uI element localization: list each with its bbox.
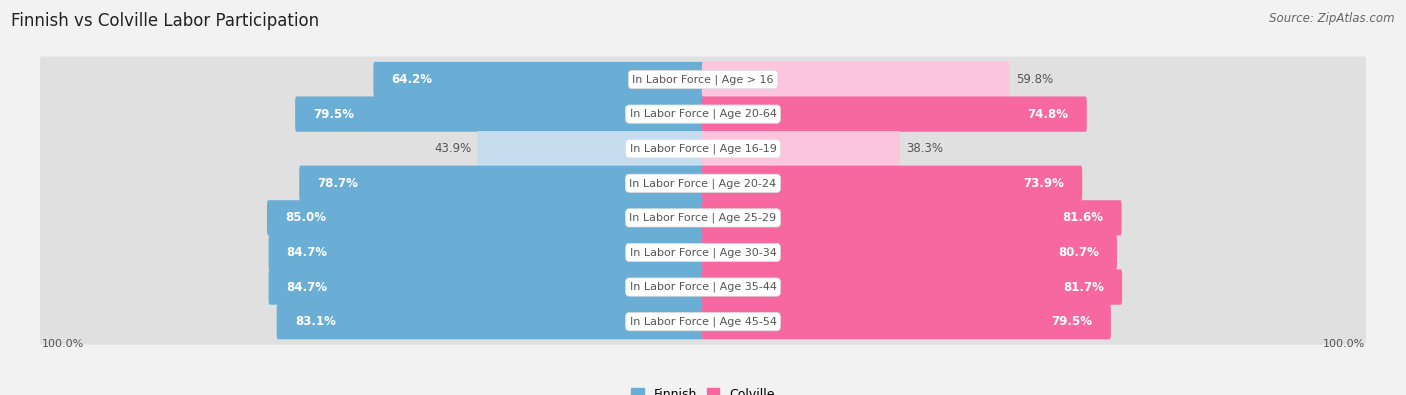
Text: In Labor Force | Age 35-44: In Labor Force | Age 35-44	[630, 282, 776, 292]
Text: 84.7%: 84.7%	[287, 246, 328, 259]
Text: 100.0%: 100.0%	[41, 339, 83, 349]
FancyBboxPatch shape	[267, 200, 704, 235]
Text: In Labor Force | Age 25-29: In Labor Force | Age 25-29	[630, 213, 776, 223]
Text: 79.5%: 79.5%	[1052, 315, 1092, 328]
FancyBboxPatch shape	[702, 269, 1122, 305]
FancyBboxPatch shape	[39, 264, 1367, 310]
FancyBboxPatch shape	[702, 304, 1111, 339]
Text: 59.8%: 59.8%	[1015, 73, 1053, 86]
FancyBboxPatch shape	[477, 131, 704, 166]
FancyBboxPatch shape	[269, 235, 704, 270]
Text: In Labor Force | Age > 16: In Labor Force | Age > 16	[633, 74, 773, 85]
Text: In Labor Force | Age 45-54: In Labor Force | Age 45-54	[630, 316, 776, 327]
FancyBboxPatch shape	[39, 126, 1367, 172]
Text: 100.0%: 100.0%	[1323, 339, 1365, 349]
Text: 81.6%: 81.6%	[1063, 211, 1104, 224]
FancyBboxPatch shape	[39, 299, 1367, 344]
FancyBboxPatch shape	[39, 91, 1367, 137]
Text: 81.7%: 81.7%	[1063, 280, 1104, 293]
Text: 78.7%: 78.7%	[318, 177, 359, 190]
Text: 80.7%: 80.7%	[1057, 246, 1099, 259]
Text: In Labor Force | Age 16-19: In Labor Force | Age 16-19	[630, 143, 776, 154]
FancyBboxPatch shape	[39, 56, 1367, 102]
FancyBboxPatch shape	[269, 269, 704, 305]
Text: 83.1%: 83.1%	[295, 315, 336, 328]
Text: In Labor Force | Age 30-34: In Labor Force | Age 30-34	[630, 247, 776, 258]
Text: 38.3%: 38.3%	[905, 142, 943, 155]
Text: 79.5%: 79.5%	[314, 107, 354, 120]
FancyBboxPatch shape	[702, 166, 1083, 201]
FancyBboxPatch shape	[702, 131, 900, 166]
Text: Source: ZipAtlas.com: Source: ZipAtlas.com	[1270, 12, 1395, 25]
FancyBboxPatch shape	[374, 62, 704, 97]
FancyBboxPatch shape	[295, 96, 704, 132]
Text: In Labor Force | Age 20-64: In Labor Force | Age 20-64	[630, 109, 776, 119]
FancyBboxPatch shape	[702, 235, 1116, 270]
Text: 73.9%: 73.9%	[1024, 177, 1064, 190]
Text: Finnish vs Colville Labor Participation: Finnish vs Colville Labor Participation	[11, 12, 319, 30]
FancyBboxPatch shape	[39, 229, 1367, 275]
FancyBboxPatch shape	[277, 304, 704, 339]
Text: 85.0%: 85.0%	[285, 211, 326, 224]
Legend: Finnish, Colville: Finnish, Colville	[626, 383, 780, 395]
FancyBboxPatch shape	[39, 160, 1367, 206]
Text: 84.7%: 84.7%	[287, 280, 328, 293]
Text: 64.2%: 64.2%	[392, 73, 433, 86]
FancyBboxPatch shape	[702, 96, 1087, 132]
Text: 74.8%: 74.8%	[1028, 107, 1069, 120]
Text: In Labor Force | Age 20-24: In Labor Force | Age 20-24	[630, 178, 776, 188]
FancyBboxPatch shape	[702, 62, 1010, 97]
FancyBboxPatch shape	[702, 200, 1122, 235]
FancyBboxPatch shape	[299, 166, 704, 201]
FancyBboxPatch shape	[39, 195, 1367, 241]
Text: 43.9%: 43.9%	[434, 142, 471, 155]
